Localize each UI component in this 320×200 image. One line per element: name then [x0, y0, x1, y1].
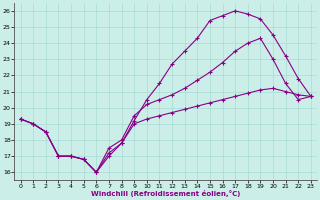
X-axis label: Windchill (Refroidissement éolien,°C): Windchill (Refroidissement éolien,°C) [91, 190, 240, 197]
